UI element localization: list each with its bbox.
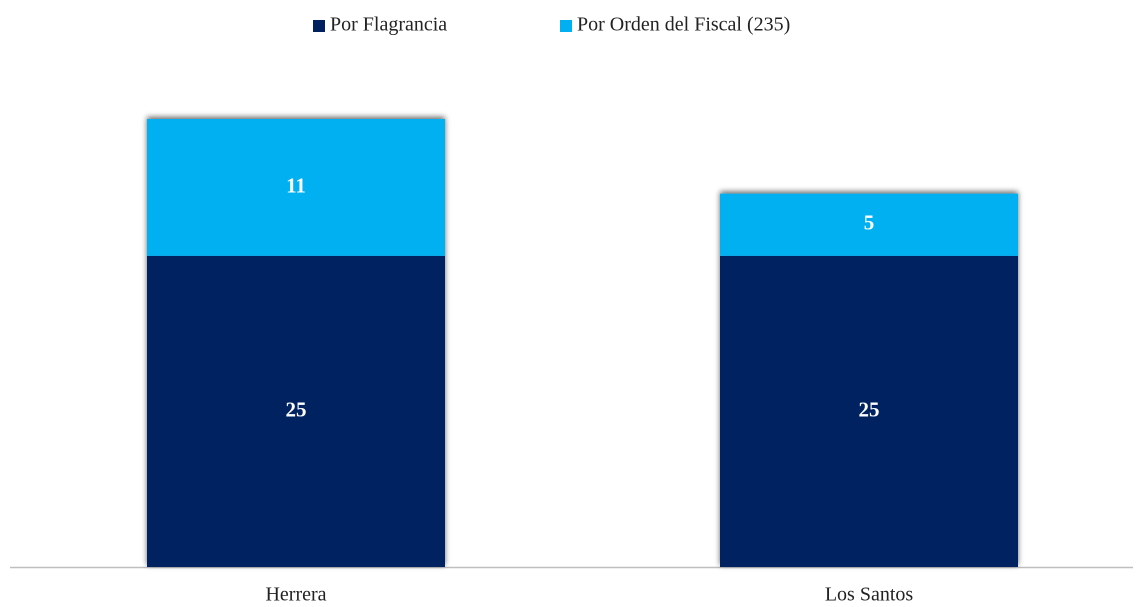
x-tick-label: Los Santos: [825, 584, 914, 606]
bar-segment: [147, 119, 445, 256]
data-label: 11: [286, 173, 306, 197]
bar-group: [147, 119, 445, 567]
data-label: 5: [864, 211, 875, 235]
bar-group: [720, 193, 1018, 567]
legend-label: Por Orden del Fiscal (235): [577, 14, 790, 36]
bar-segment: [147, 255, 445, 567]
legend-swatch: [560, 20, 572, 32]
x-tick-label: Herrera: [265, 584, 326, 606]
data-label: 25: [286, 397, 307, 421]
bar-segment: [720, 255, 1018, 567]
bar-segment: [720, 193, 1018, 256]
data-label: 25: [859, 397, 880, 421]
legend-swatch: [313, 20, 325, 32]
legend-label: Por Flagrancia: [330, 14, 447, 36]
